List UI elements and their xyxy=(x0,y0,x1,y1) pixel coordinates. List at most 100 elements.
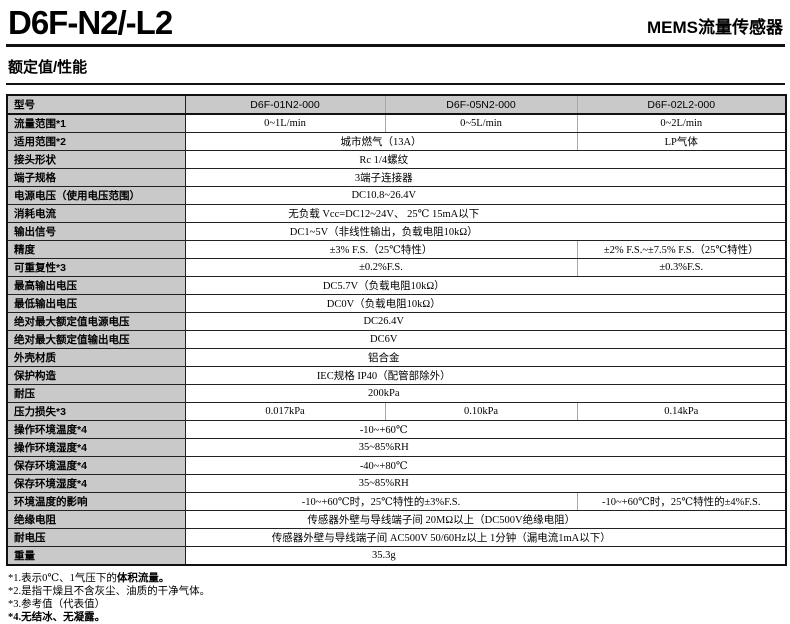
row-label: 保存环境温度*4 xyxy=(7,456,186,475)
row-label: 消耗电流 xyxy=(7,204,186,223)
masthead: D6F-N2/-L2 MEMS流量传感器 xyxy=(6,4,785,47)
spec-value: 0~5L/min xyxy=(384,114,577,133)
row-label: 压力损失*3 xyxy=(7,402,186,421)
spec-row: 保存环境温度*4 -40~+80℃ xyxy=(7,456,786,475)
row-label: 环境温度的影响 xyxy=(7,492,186,511)
spec-value: 35~85%RH xyxy=(185,438,786,457)
row-label: 外壳材质 xyxy=(7,348,186,367)
spec-row: 可重复性*3 ±0.2%F.S. ±0.3%F.S. xyxy=(7,258,786,277)
row-label: 电源电压（使用电压范围） xyxy=(7,186,186,205)
spec-value: LP气体 xyxy=(576,132,786,151)
spec-row: 型号 D6F-01N2-000 D6F-05N2-000 D6F-02L2-000 xyxy=(7,95,786,115)
row-label: 耐电压 xyxy=(7,528,186,547)
footnotes: *1.表示0℃、1气压下的体积流量。 *2.是指干燥且不含灰尘、油质的干净气体。… xyxy=(6,572,785,624)
row-label: 重量 xyxy=(7,546,186,566)
section-title: 额定值/性能 xyxy=(6,56,785,85)
row-label: 输出信号 xyxy=(7,222,186,241)
spec-value: DC1~5V（非线性输出，负载电阻10kΩ） xyxy=(185,222,786,241)
spec-value: 传感器外壁与导线端子间 20MΩ以上（DC500V绝缘电阻） xyxy=(185,510,786,529)
spec-value: 3端子连接器 xyxy=(185,168,786,187)
row-label: 流量范围*1 xyxy=(7,114,186,133)
spec-row: 绝对最大额定值电源电压 DC26.4V xyxy=(7,312,786,331)
row-label: 保护构造 xyxy=(7,366,186,385)
spec-row: 接头形状 Rc 1/4螺纹 xyxy=(7,150,786,169)
page-title: D6F-N2/-L2 xyxy=(8,4,173,41)
spec-value: DC5.7V（负载电阻10kΩ） xyxy=(185,276,786,295)
spec-row: 操作环境湿度*4 35~85%RH xyxy=(7,438,786,457)
row-label: 耐压 xyxy=(7,384,186,403)
spec-row: 输出信号 DC1~5V（非线性输出，负载电阻10kΩ） xyxy=(7,222,786,241)
spec-value: 0~2L/min xyxy=(576,114,786,133)
spec-row: 外壳材质 铝合金 xyxy=(7,348,786,367)
spec-value: -10~+60℃时，25℃特性的±3%F.S. xyxy=(185,492,577,511)
spec-value: -10~+60℃时，25℃特性的±4%F.S. xyxy=(576,492,786,511)
row-label: 保存环境湿度*4 xyxy=(7,474,186,493)
spec-value: 城市燃气（13A） xyxy=(185,132,577,151)
spec-value: ±0.3%F.S. xyxy=(576,258,786,277)
spec-value: Rc 1/4螺纹 xyxy=(185,150,786,169)
spec-value: DC0V（负载电阻10kΩ） xyxy=(185,294,786,313)
spec-row: 绝缘电阻 传感器外壁与导线端子间 20MΩ以上（DC500V绝缘电阻） xyxy=(7,510,786,529)
footnote-1-text: *1.表示0℃、1气压下的 xyxy=(8,573,117,584)
spec-row: 最高输出电压 DC5.7V（负载电阻10kΩ） xyxy=(7,276,786,295)
spec-row: 压力损失*3 0.017kPa 0.10kPa 0.14kPa xyxy=(7,402,786,421)
spec-value: DC26.4V xyxy=(185,312,786,331)
row-label: 型号 xyxy=(7,95,186,115)
spec-value: IEC规格 IP40（配管部除外） xyxy=(185,366,786,385)
row-label: 绝对最大额定值输出电压 xyxy=(7,330,186,349)
spec-value: -40~+80℃ xyxy=(185,456,786,475)
spec-value: 传感器外壁与导线端子间 AC500V 50/60Hz以上 1分钟（漏电流1mA以… xyxy=(185,528,786,547)
spec-value: D6F-02L2-000 xyxy=(576,95,786,115)
spec-value: 0~1L/min xyxy=(185,114,385,133)
spec-value: ±0.2%F.S. xyxy=(185,258,577,277)
spec-row: 电源电压（使用电压范围） DC10.8~26.4V xyxy=(7,186,786,205)
footnote-1: *1.表示0℃、1气压下的体积流量。 xyxy=(8,572,785,585)
spec-row: 耐压 200kPa xyxy=(7,384,786,403)
spec-row: 最低输出电压 DC0V（负载电阻10kΩ） xyxy=(7,294,786,313)
row-label: 操作环境湿度*4 xyxy=(7,438,186,457)
spec-value: 0.017kPa xyxy=(185,402,385,421)
spec-value: D6F-05N2-000 xyxy=(384,95,577,115)
spec-row: 适用范围*2 城市燃气（13A） LP气体 xyxy=(7,132,786,151)
spec-value: -10~+60℃ xyxy=(185,420,786,439)
row-label: 绝缘电阻 xyxy=(7,510,186,529)
spec-value: ±2% F.S.~±7.5% F.S.（25℃特性） xyxy=(576,240,786,259)
spec-value: 35~85%RH xyxy=(185,474,786,493)
spec-value: 35.3g xyxy=(185,546,786,566)
spec-row: 端子规格 3端子连接器 xyxy=(7,168,786,187)
spec-value: ±3% F.S.（25℃特性） xyxy=(185,240,577,259)
row-label: 最低输出电压 xyxy=(7,294,186,313)
row-label: 绝对最大额定值电源电压 xyxy=(7,312,186,331)
footnote-1-bold-text: 体积流量。 xyxy=(116,573,170,584)
spec-value: 无负载 Vcc=DC12~24V、 25℃ 15mA以下 xyxy=(185,204,786,223)
row-label: 适用范围*2 xyxy=(7,132,186,151)
spec-row: 精度 ±3% F.S.（25℃特性） ±2% F.S.~±7.5% F.S.（25℃… xyxy=(7,240,786,259)
row-label: 可重复性*3 xyxy=(7,258,186,277)
spec-row: 耐电压 传感器外壁与导线端子间 AC500V 50/60Hz以上 1分钟（漏电流1… xyxy=(7,528,786,547)
spec-value: 0.10kPa xyxy=(384,402,577,421)
spec-row: 消耗电流 无负载 Vcc=DC12~24V、 25℃ 15mA以下 xyxy=(7,204,786,223)
spec-row: 保存环境湿度*4 35~85%RH xyxy=(7,474,786,493)
product-category-label: MEMS流量传感器 xyxy=(647,18,783,37)
spec-value: 200kPa xyxy=(185,384,786,403)
spec-value: DC10.8~26.4V xyxy=(185,186,786,205)
spec-value: DC6V xyxy=(185,330,786,349)
spec-value: D6F-01N2-000 xyxy=(185,95,385,115)
row-label: 最高输出电压 xyxy=(7,276,186,295)
row-label: 接头形状 xyxy=(7,150,186,169)
spec-row: 操作环境温度*4 -10~+60℃ xyxy=(7,420,786,439)
row-label: 精度 xyxy=(7,240,186,259)
footnote-2: *2.是指干燥且不含灰尘、油质的干净气体。 xyxy=(8,586,211,598)
row-label: 端子规格 xyxy=(7,168,186,187)
row-label: 操作环境温度*4 xyxy=(7,420,186,439)
spec-value: 铝合金 xyxy=(185,348,786,367)
spec-row: 流量范围*1 0~1L/min 0~5L/min 0~2L/min xyxy=(7,114,786,133)
spec-row: 绝对最大额定值输出电压 DC6V xyxy=(7,330,786,349)
ratings-spec-table: 型号 D6F-01N2-000 D6F-05N2-000 D6F-02L2-000 流量… xyxy=(6,94,787,566)
spec-row: 环境温度的影响 -10~+60℃时，25℃特性的±3%F.S. -10~+60℃时，… xyxy=(7,492,786,511)
spec-value: 0.14kPa xyxy=(576,402,786,421)
spec-row: 保护构造 IEC规格 IP40（配管部除外） xyxy=(7,366,786,385)
footnote-4: *4.无结冰、无凝露。 xyxy=(8,612,106,624)
spec-row: 重量 35.3g xyxy=(7,546,786,566)
